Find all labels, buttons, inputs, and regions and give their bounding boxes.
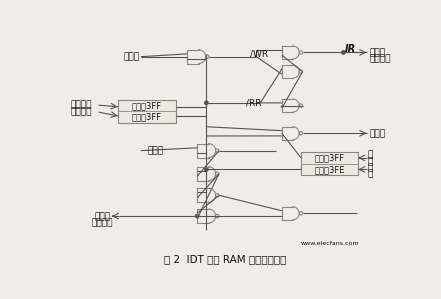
Text: 图 2  IDT 双口 RAM 中断逻辑设计: 图 2 IDT 双口 RAM 中断逻辑设计 xyxy=(164,254,287,264)
Bar xyxy=(118,100,176,123)
Circle shape xyxy=(195,214,199,218)
Text: 给右边: 给右边 xyxy=(370,48,386,57)
Text: 地: 地 xyxy=(367,163,373,172)
Text: 边: 边 xyxy=(367,157,373,166)
Text: IR: IR xyxy=(345,44,356,54)
Text: 中断信号: 中断信号 xyxy=(92,219,113,228)
Text: /WR: /WR xyxy=(250,49,269,58)
Text: 左边读: 左边读 xyxy=(148,146,164,155)
Text: 地址＝3FE: 地址＝3FE xyxy=(314,165,345,174)
Text: www.elecfans.com: www.elecfans.com xyxy=(300,241,359,246)
Text: 右: 右 xyxy=(367,151,373,160)
Text: 给左边: 给左边 xyxy=(94,212,111,221)
Text: 址: 址 xyxy=(367,169,373,178)
Text: 地址＝3FF: 地址＝3FF xyxy=(132,113,162,122)
Text: 左边中断: 左边中断 xyxy=(70,101,92,110)
Circle shape xyxy=(342,51,345,54)
Circle shape xyxy=(205,168,208,171)
Text: 地址＝3FF: 地址＝3FF xyxy=(314,153,344,162)
Circle shape xyxy=(205,101,208,105)
Text: /RR: /RR xyxy=(247,98,262,107)
Text: 中断信号: 中断信号 xyxy=(370,54,391,63)
Text: 地址＝3FF: 地址＝3FF xyxy=(132,101,162,110)
Text: 信箱地址: 信箱地址 xyxy=(70,108,92,117)
Text: 右边读: 右边读 xyxy=(370,129,386,138)
Text: 左边写: 左边写 xyxy=(123,52,139,61)
Bar xyxy=(301,152,358,175)
